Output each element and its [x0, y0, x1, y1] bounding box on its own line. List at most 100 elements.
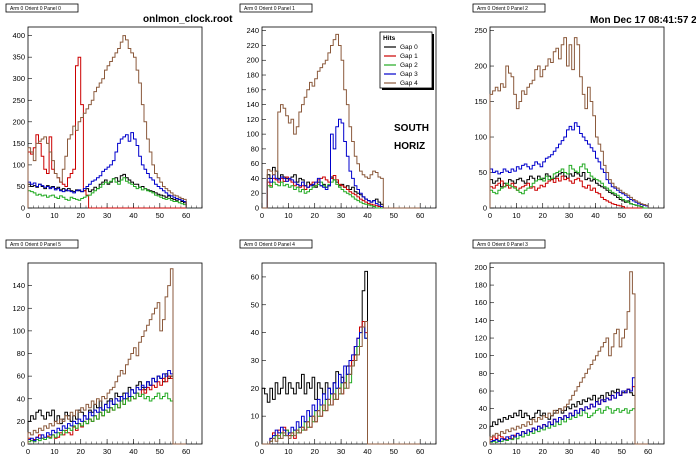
y-tick-label: 200	[12, 117, 25, 126]
series-gap-2	[27, 392, 187, 445]
series-gap-3	[489, 122, 649, 208]
x-tick-label: 60	[644, 211, 652, 220]
x-tick-label: 10	[512, 447, 520, 456]
x-tick-label: 0	[488, 447, 492, 456]
y-tick-label: 240	[246, 26, 259, 35]
y-tick-label: 150	[474, 97, 487, 106]
y-tick-label: 40	[251, 174, 259, 183]
series-gap-4	[489, 271, 649, 445]
series-gap-3	[27, 370, 187, 445]
y-tick-label: 30	[251, 356, 259, 365]
y-tick-label: 350	[12, 53, 25, 62]
y-tick-label: 10	[251, 412, 259, 421]
x-tick-label: 0	[488, 211, 492, 220]
x-tick-label: 40	[129, 447, 137, 456]
panel-1: Arm 0 Orient 0 Panel 0050100150200250300…	[5, 3, 203, 220]
y-tick-label: 100	[474, 133, 487, 142]
y-tick-label: 140	[12, 281, 25, 290]
x-tick-label: 10	[284, 211, 292, 220]
series-gap-0	[27, 173, 187, 208]
x-tick-label: 30	[565, 211, 573, 220]
x-tick-label: 40	[363, 447, 371, 456]
y-tick-label: 50	[479, 168, 487, 177]
x-tick-label: 40	[591, 447, 599, 456]
y-tick-label: 0	[483, 440, 487, 449]
x-tick-label: 20	[77, 447, 85, 456]
y-tick-label: 60	[17, 372, 25, 381]
y-tick-label: 0	[21, 440, 25, 449]
panel-3: Arm 0 Orient 0 Panel 2 0 50 100 150 200 250 0 10…	[472, 3, 665, 220]
plot-frame	[261, 26, 437, 209]
legend-entry: Gap 1	[400, 53, 418, 60]
x-tick-label: 60	[416, 211, 424, 220]
y-tick-label: 150	[12, 139, 25, 148]
y-tick-label: 100	[12, 326, 25, 335]
series-gap-0	[261, 270, 421, 445]
y-tick-label: 180	[246, 71, 259, 80]
y-tick-label: 100	[474, 351, 487, 360]
y-tick-label: 200	[474, 263, 487, 272]
x-tick-label: 10	[512, 211, 520, 220]
x-tick-label: 40	[591, 211, 599, 220]
series-gap-4	[262, 33, 421, 209]
y-tick-label: 160	[246, 85, 259, 94]
y-tick-label: 80	[251, 144, 259, 153]
legend-entry: Gap 2	[400, 62, 418, 69]
y-tick-label: 0	[255, 204, 259, 213]
annotation-horiz: HORIZ	[394, 141, 425, 152]
panel-title-box	[472, 239, 546, 249]
y-tick-label: 220	[246, 41, 259, 50]
x-tick-label: 20	[539, 211, 547, 220]
y-tick-label: 300	[12, 74, 25, 83]
y-tick-label: 180	[474, 281, 487, 290]
legend-box	[379, 31, 433, 89]
series-gap-2	[489, 163, 649, 209]
panel-title: Arm 0 Orient 0 Panel 2	[477, 6, 528, 12]
x-tick-label: 40	[129, 211, 137, 220]
annotation-south: SOUTH	[394, 123, 429, 134]
series-gap-4	[489, 37, 649, 208]
x-tick-label: 60	[416, 447, 424, 456]
panel-5: Arm 0 Orient 0 Panel 4 0 10 20 30 40 50 60 0 10 20…	[239, 239, 437, 456]
legend-entry: Gap 0	[400, 44, 418, 51]
y-tick-label: 100	[12, 160, 25, 169]
y-tick-label: 0	[255, 440, 259, 449]
x-tick-label: 10	[284, 447, 292, 456]
panel-6: Arm 0 Orient 0 Panel 3020406080100120140…	[472, 239, 665, 456]
y-tick-label: 140	[246, 100, 259, 109]
y-tick-label: 60	[479, 387, 487, 396]
x-tick-label: 50	[156, 211, 164, 220]
x-tick-label: 50	[390, 447, 398, 456]
legend-entry: Gap 4	[400, 80, 418, 87]
series-gap-2	[489, 406, 649, 445]
y-tick-label: 200	[474, 62, 487, 71]
x-tick-label: 40	[363, 211, 371, 220]
y-tick-label: 140	[474, 316, 487, 325]
y-tick-label: 120	[474, 334, 487, 343]
panel-title-box	[239, 3, 313, 13]
y-tick-label: 50	[17, 182, 25, 191]
x-tick-label: 0	[26, 211, 30, 220]
series-gap-4	[27, 268, 187, 445]
x-tick-label: 60	[182, 447, 190, 456]
y-tick-label: 50	[251, 300, 259, 309]
x-tick-label: 30	[337, 211, 345, 220]
plot-frame	[261, 262, 437, 445]
series-gap-3	[489, 377, 649, 445]
x-tick-label: 50	[618, 447, 626, 456]
panel-title: Arm 0 Orient 0 Panel 5	[10, 242, 61, 248]
y-tick-label: 250	[12, 96, 25, 105]
y-tick-label: 120	[246, 115, 259, 124]
y-tick-label: 250	[474, 26, 487, 35]
y-tick-label: 120	[12, 304, 25, 313]
panel-title-box	[5, 239, 79, 249]
x-tick-label: 20	[539, 447, 547, 456]
y-tick-label: 200	[246, 56, 259, 65]
series-gap-1	[489, 175, 649, 209]
series-gap-4	[262, 321, 421, 445]
y-tick-label: 20	[251, 189, 259, 198]
legend-entry: Gap 3	[400, 71, 418, 78]
file-label: onlmon_clock.root	[143, 14, 233, 25]
panel-title: Arm 0 Orient 0 Panel 3	[477, 242, 528, 248]
y-tick-label: 20	[479, 422, 487, 431]
